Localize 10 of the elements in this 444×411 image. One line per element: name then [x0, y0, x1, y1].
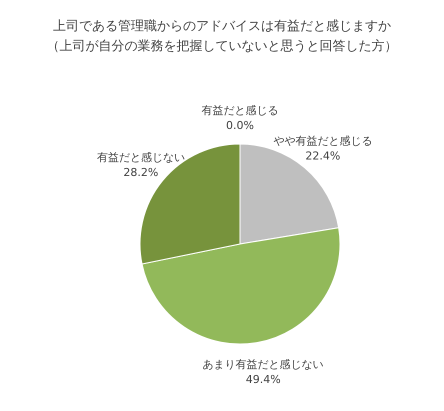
- data-label: 22.4%: [305, 149, 340, 162]
- data-label: 49.4%: [246, 372, 281, 386]
- slice-label: やや有益だと感じる: [273, 134, 372, 148]
- chart-title: 上司である管理職からのアドバイスは有益だと感じますか: [53, 19, 391, 34]
- data-label: 28.2%: [123, 166, 158, 180]
- slice-label: あまり有益だと感じない: [202, 358, 324, 371]
- chart-subtitle: （上司が自分の業務を把握していないと思うと回答した方）: [46, 38, 398, 54]
- slice-label: 有益だと感じない: [96, 151, 185, 164]
- text: 0.0%: [226, 119, 254, 132]
- category-label: 有益だと感じる: [202, 104, 278, 117]
